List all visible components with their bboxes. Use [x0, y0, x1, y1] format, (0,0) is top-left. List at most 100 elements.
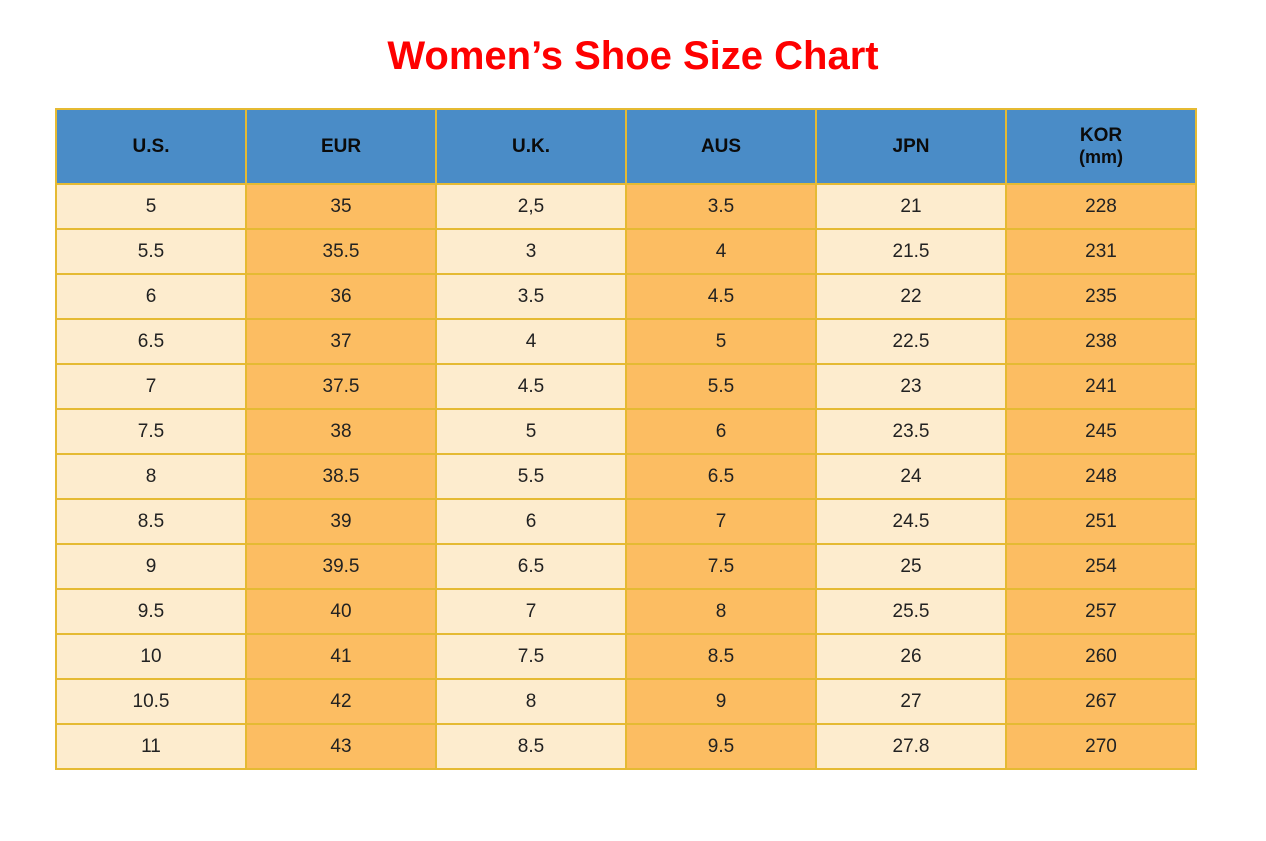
table-cell: 21 [815, 183, 1007, 230]
table-cell: 26 [815, 633, 1007, 680]
table-cell: 4 [435, 318, 627, 365]
table-cell: 5.5 [435, 453, 627, 500]
table-cell: 7 [625, 498, 817, 545]
table-cell: 35 [245, 183, 437, 230]
table-cell: 8.5 [435, 723, 627, 770]
table-cell: 8.5 [55, 498, 247, 545]
column-header-label: U.S. [132, 135, 170, 157]
table-cell: 2,5 [435, 183, 627, 230]
column-header-label: KOR [1079, 125, 1123, 146]
table-cell: 5.5 [55, 228, 247, 275]
table-cell: 8.5 [625, 633, 817, 680]
table-cell: 43 [245, 723, 437, 770]
table-cell: 7.5 [625, 543, 817, 590]
table-cell: 38.5 [245, 453, 437, 500]
table-cell: 23 [815, 363, 1007, 410]
table-cell: 6.5 [55, 318, 247, 365]
table-cell: 40 [245, 588, 437, 635]
table-cell: 38 [245, 408, 437, 455]
table-cell: 241 [1005, 363, 1197, 410]
table-cell: 257 [1005, 588, 1197, 635]
table-cell: 25.5 [815, 588, 1007, 635]
table-row: 9 39.5 6.5 7.5 25 254 [55, 543, 1197, 590]
column-header-label: EUR [320, 135, 362, 157]
table-cell: 24.5 [815, 498, 1007, 545]
table-cell: 37.5 [245, 363, 437, 410]
table-row: 7.5 38 5 6 23.5 245 [55, 408, 1197, 455]
table-cell: 6 [55, 273, 247, 320]
table-cell: 9.5 [625, 723, 817, 770]
table-row: 8 38.5 5.5 6.5 24 248 [55, 453, 1197, 500]
table-cell: 4.5 [435, 363, 627, 410]
table-cell: 235 [1005, 273, 1197, 320]
page-title: Women’s Shoe Size Chart [387, 34, 879, 78]
table-cell: 245 [1005, 408, 1197, 455]
column-header-eur: EUR [245, 108, 437, 185]
column-header-sublabel: (mm) [1079, 147, 1123, 167]
table-row: 6 36 3.5 4.5 22 235 [55, 273, 1197, 320]
table-cell: 6 [435, 498, 627, 545]
table-body: 5 35 2,5 3.5 21 228 5.5 35.5 3 4 21.5 231 6 36 3.5 4.5 2… [55, 183, 1197, 770]
table-cell: 5.5 [625, 363, 817, 410]
table-cell: 231 [1005, 228, 1197, 275]
table-cell: 22 [815, 273, 1007, 320]
table-cell: 270 [1005, 723, 1197, 770]
table-cell: 228 [1005, 183, 1197, 230]
table-row: 7 37.5 4.5 5.5 23 241 [55, 363, 1197, 410]
table-cell: 36 [245, 273, 437, 320]
table-cell: 238 [1005, 318, 1197, 365]
table-cell: 9 [55, 543, 247, 590]
table-cell: 25 [815, 543, 1007, 590]
header-row: U.S. EUR U.K. AUS JPN [55, 108, 1197, 185]
table-row: 5 35 2,5 3.5 21 228 [55, 183, 1197, 230]
table-cell: 8 [55, 453, 247, 500]
table-cell: 267 [1005, 678, 1197, 725]
table-cell: 260 [1005, 633, 1197, 680]
column-header-label: U.K. [512, 135, 550, 157]
column-header-jpn: JPN [815, 108, 1007, 185]
table-cell: 254 [1005, 543, 1197, 590]
column-header-us: U.S. [55, 108, 247, 185]
table-cell: 10.5 [55, 678, 247, 725]
table-row: 8.5 39 6 7 24.5 251 [55, 498, 1197, 545]
table-cell: 251 [1005, 498, 1197, 545]
shoe-size-table: U.S. EUR U.K. AUS JPN [55, 108, 1197, 770]
table-cell: 27 [815, 678, 1007, 725]
table-cell: 24 [815, 453, 1007, 500]
table-cell: 5 [435, 408, 627, 455]
column-header-kor: KOR (mm) [1005, 108, 1197, 185]
shoe-size-table-container: U.S. EUR U.K. AUS JPN [55, 108, 1197, 770]
table-cell: 6.5 [625, 453, 817, 500]
table-cell: 4 [625, 228, 817, 275]
table-cell: 7.5 [55, 408, 247, 455]
table-cell: 42 [245, 678, 437, 725]
column-header-label: JPN [892, 135, 930, 157]
table-cell: 7 [435, 588, 627, 635]
table-row: 9.5 40 7 8 25.5 257 [55, 588, 1197, 635]
table-cell: 37 [245, 318, 437, 365]
table-cell: 39 [245, 498, 437, 545]
table-cell: 9.5 [55, 588, 247, 635]
table-row: 10.5 42 8 9 27 267 [55, 678, 1197, 725]
table-cell: 6.5 [435, 543, 627, 590]
table-header: U.S. EUR U.K. AUS JPN [55, 108, 1197, 185]
table-cell: 5 [625, 318, 817, 365]
column-header-aus: AUS [625, 108, 817, 185]
table-cell: 35.5 [245, 228, 437, 275]
table-cell: 41 [245, 633, 437, 680]
table-cell: 3.5 [625, 183, 817, 230]
table-cell: 4.5 [625, 273, 817, 320]
column-header-uk: U.K. [435, 108, 627, 185]
table-cell: 39.5 [245, 543, 437, 590]
table-cell: 9 [625, 678, 817, 725]
table-row: 5.5 35.5 3 4 21.5 231 [55, 228, 1197, 275]
table-row: 11 43 8.5 9.5 27.8 270 [55, 723, 1197, 770]
table-cell: 3.5 [435, 273, 627, 320]
table-cell: 27.8 [815, 723, 1007, 770]
table-cell: 10 [55, 633, 247, 680]
table-cell: 248 [1005, 453, 1197, 500]
table-cell: 3 [435, 228, 627, 275]
table-cell: 23.5 [815, 408, 1007, 455]
table-row: 6.5 37 4 5 22.5 238 [55, 318, 1197, 365]
table-cell: 6 [625, 408, 817, 455]
